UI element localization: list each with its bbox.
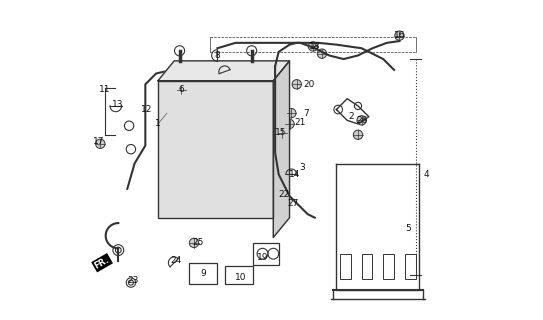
Text: 4: 4 bbox=[424, 170, 430, 179]
Text: FR.: FR. bbox=[93, 255, 111, 270]
Circle shape bbox=[292, 80, 301, 89]
Text: 1: 1 bbox=[155, 119, 161, 128]
Text: 12: 12 bbox=[141, 105, 153, 114]
Text: 17: 17 bbox=[93, 138, 105, 147]
Text: 10: 10 bbox=[235, 273, 247, 282]
Polygon shape bbox=[158, 81, 273, 218]
Text: 7: 7 bbox=[303, 108, 308, 118]
Text: 20: 20 bbox=[304, 80, 315, 89]
Circle shape bbox=[395, 31, 404, 40]
Text: 2: 2 bbox=[348, 112, 353, 121]
Text: 21: 21 bbox=[295, 118, 306, 127]
Text: 16: 16 bbox=[394, 31, 405, 40]
Circle shape bbox=[176, 85, 186, 94]
Text: 8: 8 bbox=[214, 51, 220, 60]
Circle shape bbox=[96, 139, 105, 148]
Text: 24: 24 bbox=[171, 256, 181, 265]
Text: 22: 22 bbox=[279, 190, 290, 199]
Text: 9: 9 bbox=[200, 269, 206, 278]
Circle shape bbox=[287, 108, 296, 118]
Circle shape bbox=[190, 238, 199, 248]
Text: 3: 3 bbox=[299, 163, 305, 172]
Text: 15: 15 bbox=[275, 128, 286, 138]
Circle shape bbox=[285, 119, 294, 129]
Text: 14: 14 bbox=[289, 170, 301, 179]
Polygon shape bbox=[158, 61, 289, 81]
Text: 19: 19 bbox=[257, 253, 268, 262]
Circle shape bbox=[277, 128, 287, 138]
Text: 13: 13 bbox=[111, 100, 123, 108]
Text: 25: 25 bbox=[192, 238, 203, 247]
Text: 11: 11 bbox=[99, 85, 111, 94]
Text: 23: 23 bbox=[127, 276, 138, 285]
Text: 18: 18 bbox=[309, 42, 320, 51]
Circle shape bbox=[353, 130, 363, 140]
Text: 27: 27 bbox=[287, 199, 299, 208]
Circle shape bbox=[357, 116, 367, 125]
Text: 26: 26 bbox=[356, 116, 367, 125]
Text: 6: 6 bbox=[179, 85, 184, 94]
Circle shape bbox=[308, 42, 318, 51]
Text: 5: 5 bbox=[406, 224, 412, 233]
Polygon shape bbox=[273, 61, 289, 237]
Circle shape bbox=[317, 49, 327, 58]
